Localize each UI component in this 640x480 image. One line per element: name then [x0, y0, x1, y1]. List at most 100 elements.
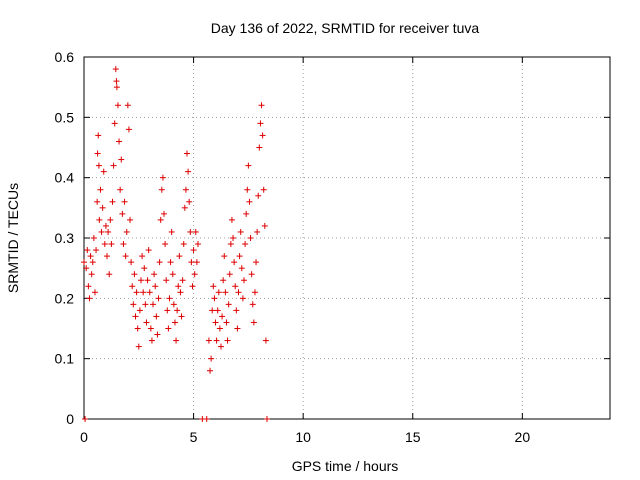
data-point	[227, 241, 234, 248]
data-point	[131, 271, 138, 278]
data-point	[109, 198, 116, 205]
data-point	[250, 319, 257, 326]
data-point	[215, 289, 222, 296]
data-point	[247, 235, 254, 241]
data-point	[119, 210, 126, 217]
y-tick-label: 0.2	[55, 290, 75, 306]
data-point	[121, 198, 128, 205]
data-point	[205, 337, 212, 344]
data-point	[95, 162, 102, 169]
data-point	[249, 301, 256, 308]
chart-title: Day 136 of 2022, SRMTID for receiver tuv…	[211, 20, 480, 36]
data-point	[147, 325, 154, 332]
data-point	[213, 337, 220, 344]
data-point	[153, 313, 160, 320]
data-point	[116, 138, 123, 145]
y-tick-label: 0.1	[55, 351, 75, 367]
data-point	[169, 271, 176, 278]
data-point	[156, 259, 163, 266]
data-point	[122, 253, 129, 260]
x-tick-label: 5	[190, 429, 198, 445]
data-point	[142, 301, 149, 308]
data-point	[234, 325, 241, 332]
data-point	[139, 253, 146, 260]
data-point	[133, 289, 140, 296]
data-point	[225, 301, 232, 308]
data-point	[246, 198, 253, 205]
data-point	[173, 337, 180, 344]
data-point	[94, 150, 101, 157]
data-point	[232, 283, 239, 290]
data-point	[102, 222, 109, 229]
data-point	[244, 186, 251, 193]
data-point	[96, 216, 103, 223]
data-point	[192, 228, 199, 235]
data-point	[240, 277, 247, 284]
data-point	[190, 247, 197, 254]
data-point	[251, 289, 258, 296]
data-point	[132, 313, 139, 320]
data-point	[145, 247, 152, 254]
x-tick-label: 10	[295, 429, 311, 445]
data-point	[143, 319, 150, 326]
data-point	[110, 162, 117, 169]
data-point	[214, 307, 221, 314]
y-tick-label: 0.5	[55, 109, 75, 125]
x-tick-label: 0	[80, 429, 88, 445]
data-point	[97, 186, 104, 193]
data-point	[193, 259, 200, 266]
data-point	[157, 216, 164, 223]
data-point	[87, 253, 94, 260]
data-point	[254, 228, 261, 235]
data-point	[155, 295, 162, 302]
data-point	[185, 168, 192, 175]
data-point	[90, 235, 97, 241]
data-point	[165, 325, 172, 332]
data-point	[105, 228, 112, 235]
data-point	[211, 295, 218, 302]
data-point	[253, 259, 260, 266]
data-point	[107, 216, 114, 223]
data-point	[171, 319, 178, 326]
data-point	[94, 198, 101, 205]
y-tick-label: 0.3	[55, 230, 75, 246]
data-point	[264, 416, 271, 422]
data-point	[98, 228, 105, 235]
data-point	[129, 283, 136, 290]
data-point	[101, 241, 108, 248]
x-axis-label: GPS time / hours	[292, 458, 399, 474]
data-point	[262, 337, 269, 344]
data-point	[163, 277, 170, 284]
data-point	[100, 168, 107, 175]
data-point	[177, 289, 184, 296]
data-point	[222, 289, 229, 296]
data-point	[256, 144, 263, 151]
data-point	[238, 265, 245, 272]
data-point	[130, 301, 137, 308]
data-point	[179, 277, 186, 284]
data-point	[148, 337, 155, 344]
data-point	[146, 289, 153, 296]
data-point	[237, 228, 244, 235]
data-point	[184, 150, 191, 157]
data-point	[174, 307, 181, 314]
data-point	[208, 355, 215, 362]
data-point	[127, 216, 134, 223]
data-point	[257, 120, 264, 127]
data-point	[166, 295, 173, 302]
data-point	[216, 325, 223, 332]
data-point	[231, 259, 238, 266]
data-point	[136, 307, 143, 314]
data-point	[106, 271, 113, 278]
data-point	[160, 210, 167, 217]
data-point	[144, 277, 151, 284]
data-point	[220, 277, 227, 284]
data-point	[207, 367, 214, 374]
data-point	[181, 204, 188, 211]
data-point	[176, 253, 183, 260]
data-point	[221, 253, 228, 260]
data-point	[113, 84, 120, 91]
data-point	[123, 228, 130, 235]
